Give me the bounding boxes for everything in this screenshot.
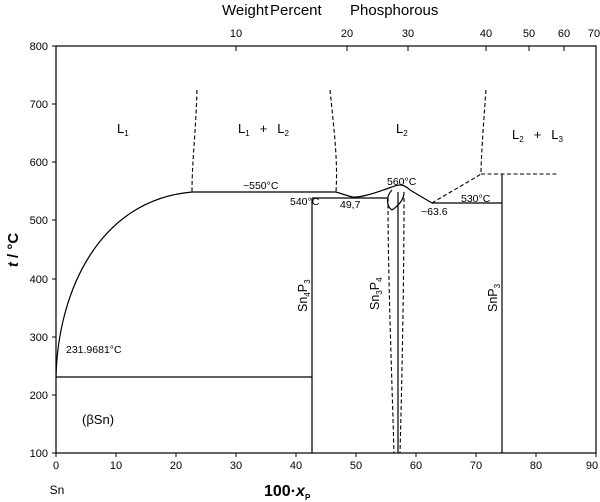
annotation-550c: ~550°C bbox=[243, 180, 279, 192]
left-tick-label: 600 bbox=[30, 157, 48, 169]
annotation-560c: 560°C bbox=[387, 176, 417, 188]
top-tick-label: 20 bbox=[341, 28, 353, 40]
sn3p4-dome bbox=[386, 189, 405, 211]
left-tick-label: 300 bbox=[30, 332, 48, 344]
region-l1-l2: L1 + L2 bbox=[238, 121, 290, 138]
sn-element-label: Sn bbox=[50, 483, 65, 497]
bottom-tick-label: 10 bbox=[110, 460, 122, 472]
top-tick-label: 50 bbox=[523, 28, 535, 40]
annotations: ~550°C 560°C 540°C 49,7 ~63.6 530°C 231.… bbox=[66, 176, 491, 356]
top-tick-label: 40 bbox=[480, 28, 492, 40]
annotation-63-6: ~63.6 bbox=[421, 206, 448, 218]
left-tick-label: 800 bbox=[30, 41, 48, 53]
plot-frame bbox=[55, 45, 597, 454]
phase-boundaries bbox=[55, 174, 503, 453]
top-ticks bbox=[235, 46, 565, 51]
bottom-tick-labels: 0 10 20 30 40 50 60 70 80 90 bbox=[53, 460, 598, 472]
top-tick-label: 10 bbox=[230, 28, 242, 40]
annotation-540c: 540°C bbox=[290, 196, 320, 208]
l2-l3-boundary bbox=[480, 89, 487, 175]
label-sn3p4: Sn3P4 bbox=[368, 277, 384, 310]
bottom-tick-label: 40 bbox=[290, 460, 302, 472]
left-tick-label: 400 bbox=[30, 274, 48, 286]
left-tick-label: 200 bbox=[30, 390, 48, 402]
bottom-tick-label: 0 bbox=[53, 460, 59, 472]
monotectic-line bbox=[192, 191, 353, 198]
left-tick-label: 500 bbox=[30, 215, 48, 227]
liquidus-to-eutectic-63 bbox=[409, 189, 433, 204]
label-snp3: SnP3 bbox=[486, 283, 502, 312]
left-axis-title: t / °C bbox=[5, 233, 22, 268]
bottom-tick-label: 80 bbox=[530, 460, 542, 472]
bottom-ticks bbox=[55, 453, 597, 457]
liquidus-to-max bbox=[351, 184, 411, 198]
top-title-word-percent: Percent bbox=[270, 2, 323, 19]
label-sn4p3: Sn4P3 bbox=[296, 279, 312, 312]
sn3p4-range-right bbox=[399, 197, 405, 454]
annotation-49-7: 49,7 bbox=[340, 199, 361, 211]
miscibility-gap-left bbox=[191, 89, 198, 193]
top-tick-label: 30 bbox=[402, 28, 414, 40]
bottom-tick-label: 60 bbox=[410, 460, 422, 472]
region-l2: L2 bbox=[396, 121, 408, 138]
sn3p4-range-left bbox=[387, 197, 395, 454]
region-l1: L1 bbox=[117, 121, 129, 138]
bottom-tick-label: 90 bbox=[586, 460, 598, 472]
left-tick-label: 100 bbox=[30, 448, 48, 460]
phase-boundaries-dashed bbox=[191, 89, 558, 454]
bottom-tick-label: 30 bbox=[230, 460, 242, 472]
region-l2-l3: L2 + L3 bbox=[512, 127, 564, 144]
top-axis-title: Weight Percent Phosphorous bbox=[222, 2, 438, 19]
top-title-word-phosphorous: Phosphorous bbox=[350, 2, 438, 19]
region-beta-sn: (βSn) bbox=[82, 412, 114, 427]
top-tick-labels: 10 20 30 40 50 60 70 bbox=[230, 28, 600, 40]
bottom-tick-label: 20 bbox=[170, 460, 182, 472]
bottom-tick-label: 50 bbox=[350, 460, 362, 472]
top-title-word-weight: Weight bbox=[222, 2, 269, 19]
annotation-530c: 530°C bbox=[461, 193, 491, 205]
bottom-axis-title: 100·xP bbox=[264, 483, 311, 502]
annotation-231-9681c: 231.9681°C bbox=[66, 344, 122, 356]
liquidus-dashed bbox=[431, 173, 482, 204]
left-ticks bbox=[52, 45, 56, 454]
top-tick-label: 70 bbox=[588, 28, 600, 40]
liquidus-curve bbox=[55, 191, 193, 378]
bottom-tick-label: 70 bbox=[470, 460, 482, 472]
left-tick-labels: 100 200 300 400 500 600 700 800 bbox=[30, 41, 48, 460]
miscibility-gap-right bbox=[329, 89, 338, 193]
top-tick-label: 60 bbox=[558, 28, 570, 40]
left-tick-label: 700 bbox=[30, 99, 48, 111]
region-labels: L1 L1 + L2 L2 L2 + L3 (βSn) bbox=[82, 121, 564, 427]
